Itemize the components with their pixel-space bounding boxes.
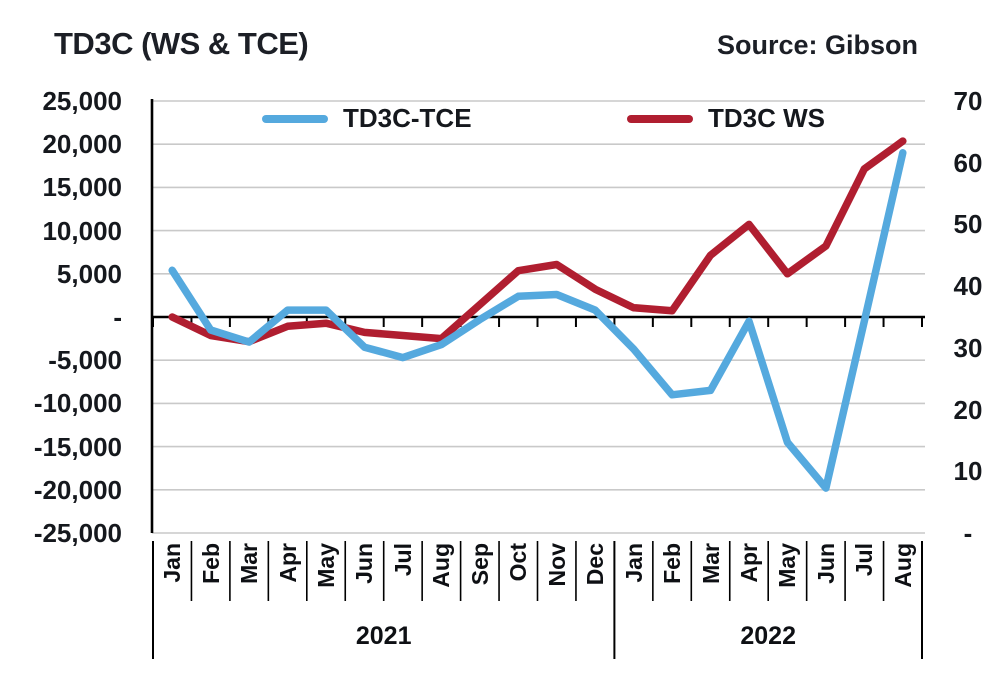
right-axis-tick-label: 30 — [953, 332, 983, 363]
month-label: May — [313, 543, 340, 588]
ws-line — [168, 137, 907, 346]
legend-label-ws: TD3C WS — [708, 103, 825, 133]
month-label: Feb — [659, 543, 686, 584]
month-label: Jun — [351, 543, 378, 584]
legend-item-ws: TD3C WS — [627, 103, 825, 134]
tce-line — [168, 149, 907, 492]
month-label: Nov — [543, 543, 570, 587]
legend-label-tce: TD3C-TCE — [343, 103, 472, 133]
left-axis-tick-label: 15,000 — [42, 172, 122, 203]
month-label: Jul — [389, 543, 416, 577]
month-label: Feb — [197, 543, 224, 584]
left-axis-tick-label: -10,000 — [33, 388, 122, 419]
ws-legend-line-icon — [627, 114, 693, 123]
month-label: Jan — [620, 543, 647, 583]
left-axis-tick-label: -25,000 — [33, 518, 122, 548]
month-label: Mar — [697, 543, 724, 584]
month-label: Jan — [159, 543, 186, 583]
left-axis-tick-label: 20,000 — [42, 129, 122, 160]
month-label: Dec — [582, 543, 609, 586]
left-axis-tick-label: 5,000 — [56, 258, 122, 289]
month-label: Aug — [889, 543, 916, 588]
left-axis-tick-label: -5,000 — [48, 345, 122, 376]
month-label: May — [774, 543, 801, 588]
tce-legend-line-icon — [262, 114, 328, 123]
legend-item-tce: TD3C-TCE — [262, 103, 472, 134]
left-axis-tick-label: 10,000 — [42, 215, 122, 246]
left-axis-tick-label: -20,000 — [33, 474, 122, 505]
month-label: Oct — [505, 543, 532, 582]
month-label: Sep — [466, 543, 493, 586]
right-axis-tick-label: 40 — [953, 271, 983, 302]
left-axis-tick-label: 25,000 — [42, 86, 122, 116]
right-axis-tick-label: 50 — [953, 209, 983, 240]
left-axis-tick-label: - — [113, 302, 122, 332]
page-title: TD3C (WS & TCE) — [54, 26, 309, 61]
right-axis-tick-label: - — [963, 518, 973, 548]
month-label: Apr — [274, 543, 301, 583]
month-label: Mar — [236, 543, 263, 584]
right-axis-tick-label: 60 — [953, 147, 983, 178]
month-label: Jul — [851, 543, 878, 577]
month-label: Apr — [735, 543, 762, 583]
month-label: Jun — [812, 543, 839, 584]
right-axis-tick-label: 20 — [953, 394, 983, 425]
right-axis-tick-label: 70 — [953, 86, 983, 116]
year-label: 2022 — [740, 622, 796, 650]
source-label: Source: Gibson — [716, 30, 918, 60]
year-label: 2021 — [355, 622, 412, 650]
right-axis-tick-label: 10 — [953, 456, 983, 487]
month-label: Aug — [428, 543, 455, 588]
left-axis-tick-label: -15,000 — [33, 431, 122, 462]
